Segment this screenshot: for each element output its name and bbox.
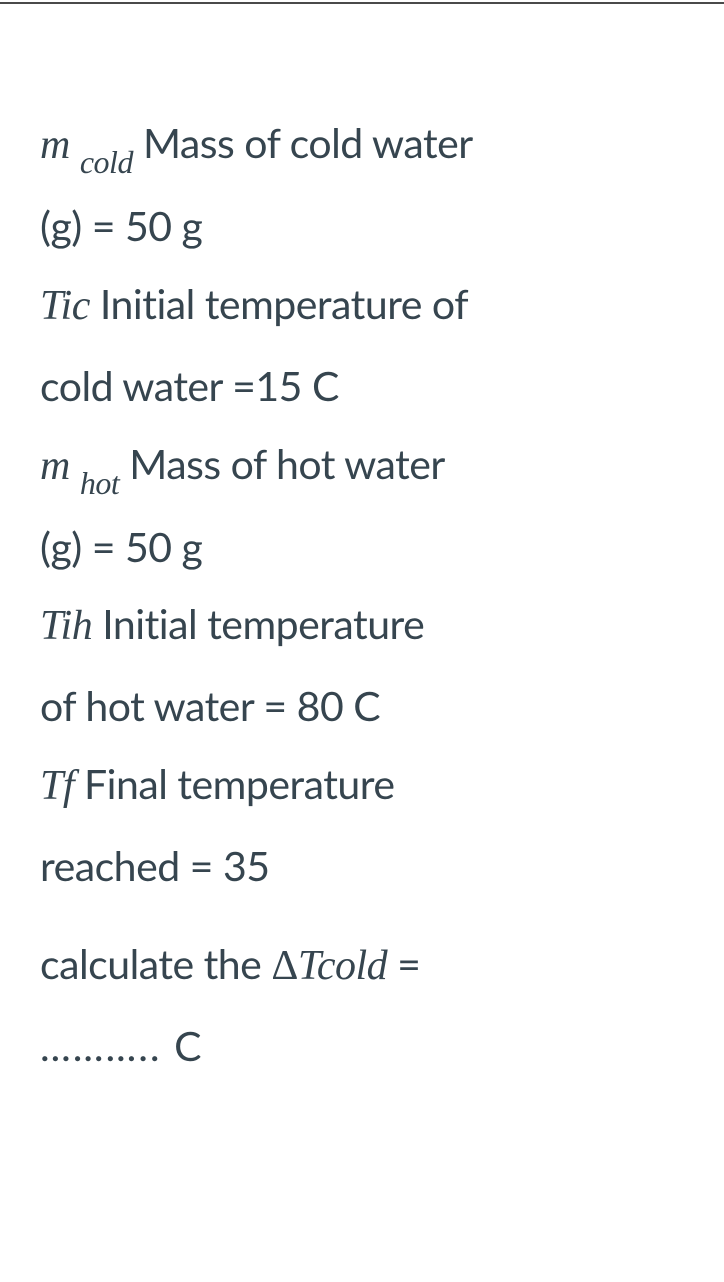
tf-value: 35 [223, 841, 270, 890]
m-cold-label: Mass of cold water [143, 118, 473, 167]
question-line1: calculate the ΔTcold = [40, 925, 694, 1007]
tih-label2: of hot water = [40, 681, 297, 730]
tf-label: Final temperature [84, 759, 394, 808]
var-tf: Tf [40, 763, 74, 809]
m-cold-line2: (g) = 50 g [40, 187, 694, 265]
m-hot-unit-label: (g) = [40, 522, 125, 571]
tf-label2: reached = [40, 841, 223, 890]
sub-hot: hot [80, 465, 119, 501]
tf-line2: reached = 35 [40, 827, 694, 905]
var-tic: Tic [40, 283, 90, 329]
tic-label2: cold water = [40, 361, 255, 410]
delta-symbol: Δ [271, 943, 298, 989]
m-hot-line1: m hot Mass of hot water [40, 425, 694, 508]
sub-cold: cold [80, 144, 133, 180]
var-m-cold: m [40, 122, 70, 168]
var-tcold: Tcold [298, 943, 387, 989]
m-hot-value: 50 g [125, 522, 202, 571]
tf-line1: Tf Final temperature [40, 745, 694, 827]
problem-text: m cold Mass of cold water (g) = 50 g Tic… [0, 4, 724, 1115]
tih-line2: of hot water = 80 C [40, 667, 694, 745]
question-prompt: calculate the [40, 939, 271, 988]
tic-line2: cold water =15 C [40, 347, 694, 425]
answer-unit: C [174, 1021, 201, 1070]
tic-line1: Tic Initial temperature of [40, 265, 694, 347]
tih-value: 80 C [297, 681, 380, 730]
m-hot-line2: (g) = 50 g [40, 508, 694, 586]
tic-label: Initial temperature of [100, 279, 468, 328]
tih-line1: Tih Initial temperature [40, 585, 694, 667]
m-cold-line1: m cold Mass of cold water [40, 104, 694, 187]
question-equals: = [387, 939, 420, 988]
tih-label: Initial temperature [102, 599, 424, 648]
m-hot-label: Mass of hot water [129, 439, 445, 488]
tic-value: 15 C [255, 361, 338, 410]
m-cold-unit-label: (g) = [40, 201, 125, 250]
answer-blank: ……….. [40, 1021, 174, 1070]
m-cold-value: 50 g [125, 201, 202, 250]
var-m-hot: m [40, 443, 70, 489]
question-line2: ……….. C [40, 1007, 694, 1085]
var-tih: Tih [40, 603, 92, 649]
